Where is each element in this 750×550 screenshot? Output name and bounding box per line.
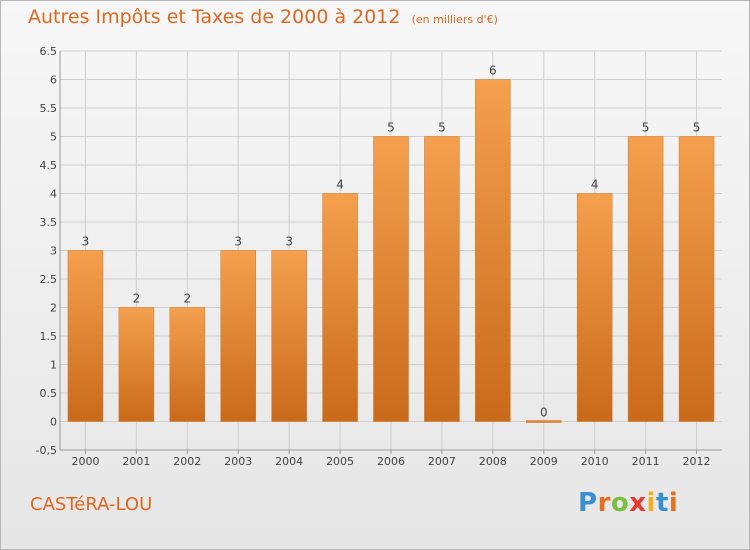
bar-2008 <box>475 79 511 422</box>
y-tick-label: 1.5 <box>40 330 58 343</box>
x-tick-label-2001: 2001 <box>122 455 150 468</box>
logo-letter: o <box>610 488 630 518</box>
x-tick-label-2008: 2008 <box>479 455 507 468</box>
y-tick-label: 5.5 <box>40 102 58 115</box>
y-tick-label: 2 <box>50 302 57 315</box>
data-labels: 3 2 2 3 3 4 5 5 6 0 4 5 5 <box>82 64 701 420</box>
data-label-2011: 5 <box>642 121 650 135</box>
data-label-2010: 4 <box>591 178 599 192</box>
x-tick-label-2003: 2003 <box>224 455 252 468</box>
bar-2006 <box>373 136 409 422</box>
y-tick-label: 0 <box>50 416 57 429</box>
data-label-2005: 4 <box>336 178 344 192</box>
bar-2007 <box>424 136 460 422</box>
bar-2012 <box>678 136 715 422</box>
y-tick-label: 6.5 <box>40 45 58 58</box>
bar-2010 <box>576 193 613 422</box>
y-tick-label: 3.5 <box>40 216 58 229</box>
y-tick-label: 0.5 <box>40 387 58 400</box>
data-label-2000: 3 <box>82 235 90 249</box>
x-tick-label-2002: 2002 <box>173 455 201 468</box>
data-label-2006: 5 <box>387 121 395 135</box>
data-label-2001: 2 <box>133 292 141 306</box>
logo-letter: P <box>578 488 598 518</box>
y-tick-label: 2.5 <box>40 273 58 286</box>
bar-2005 <box>322 193 358 422</box>
bar-2000 <box>67 250 104 422</box>
chart-title-block: Autres Impôts et Taxes de 2000 à 2012 (e… <box>28 6 498 28</box>
data-label-2012: 5 <box>693 121 701 135</box>
bar-2003 <box>220 250 256 422</box>
data-label-2009: 0 <box>540 406 548 420</box>
y-tick-label: 6 <box>50 74 57 87</box>
bar-2004 <box>271 250 307 422</box>
commune-name: CASTéRA-LOU <box>30 494 153 515</box>
x-tick-label-2007: 2007 <box>428 455 456 468</box>
x-tick-label-2006: 2006 <box>377 455 405 468</box>
bar-2002 <box>169 307 206 422</box>
y-tick-label: 3 <box>50 245 57 258</box>
chart-title: Autres Impôts et Taxes de 2000 à 2012 <box>28 6 401 28</box>
bars <box>67 79 715 423</box>
data-label-2004: 3 <box>285 235 293 249</box>
data-label-2007: 5 <box>438 121 446 135</box>
x-tick-label-2004: 2004 <box>275 455 303 468</box>
data-label-2002: 2 <box>183 292 191 306</box>
bar-2011 <box>627 136 664 422</box>
x-tick-label-2010: 2010 <box>581 455 609 468</box>
bar-2009 <box>526 420 562 423</box>
y-tick-label: -0,5 <box>36 444 57 457</box>
x-tick-label-2009: 2009 <box>530 455 558 468</box>
data-label-2003: 3 <box>234 235 242 249</box>
logo-letter: x <box>629 488 647 518</box>
logo-letter: t <box>655 488 669 518</box>
proxiti-logo[interactable]: Proxiti <box>578 488 678 518</box>
y-tick-label: 1 <box>50 359 57 372</box>
data-label-2008: 6 <box>489 64 497 78</box>
bar-2001 <box>118 307 155 422</box>
x-tick-label-2011: 2011 <box>632 455 660 468</box>
x-tick-label-2005: 2005 <box>326 455 354 468</box>
axes: -0,5 0 0.5 1 1.5 2 2.5 3 3.5 4 4.5 5 5.5 6 6.5 2000 2001… <box>36 45 722 468</box>
x-tick-label-2000: 2000 <box>71 455 99 468</box>
logo-letter: i <box>668 488 679 518</box>
y-tick-label: 4.5 <box>40 159 58 172</box>
logo-letter: r <box>597 488 611 518</box>
logo-letter: i <box>646 488 656 518</box>
y-tick-label: 4 <box>50 188 57 201</box>
y-tick-label: 5 <box>50 131 57 144</box>
chart-unit: (en milliers d'€) <box>411 13 498 26</box>
x-tick-label-2012: 2012 <box>683 455 711 468</box>
